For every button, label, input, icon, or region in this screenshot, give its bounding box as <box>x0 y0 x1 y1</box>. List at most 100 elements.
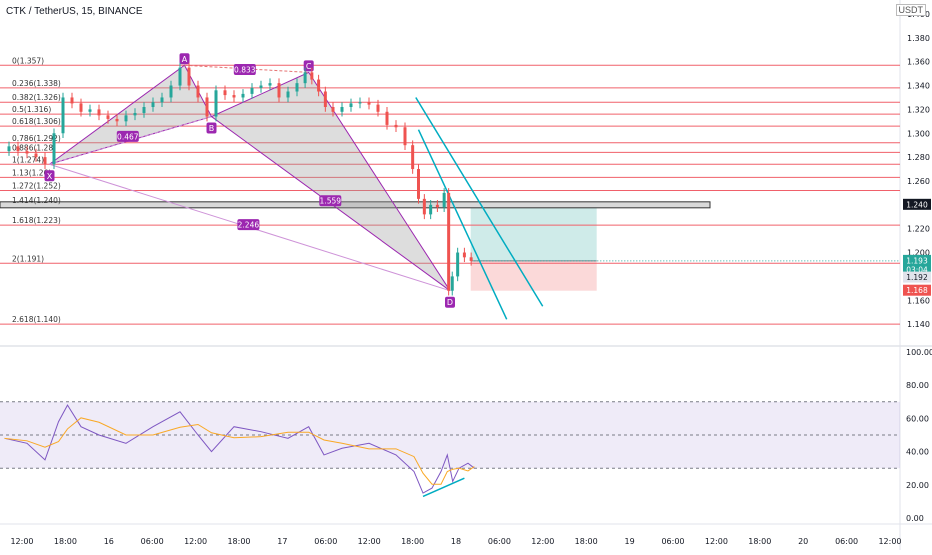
time-tick-label: 06:00 <box>314 537 337 546</box>
time-tick-label: 20 <box>798 537 808 546</box>
time-tick-label: 12:00 <box>10 537 33 546</box>
price-tick-label: 1.220 <box>907 225 930 234</box>
price-tick-label: 1.300 <box>907 129 930 138</box>
candle-body <box>142 107 146 113</box>
candle-body <box>160 97 164 103</box>
pattern-ratio-box <box>237 219 260 231</box>
fib-label: 0.382(1.326) <box>12 93 61 102</box>
fib-label: 1.272(1.252) <box>12 182 61 191</box>
fib-label: 2(1.191) <box>12 254 44 263</box>
currency-label[interactable]: USDT <box>895 4 926 16</box>
rsi-ma-line <box>4 417 475 485</box>
pattern-point-b <box>206 122 217 134</box>
candle-body <box>303 72 307 84</box>
price-tick-label: 1.280 <box>907 153 930 162</box>
price-tick-label: 1.320 <box>907 105 930 114</box>
time-tick-label: 16 <box>104 537 114 546</box>
pattern-ratio-label: 0.467 <box>117 132 139 141</box>
fib-label: 1.618(1.223) <box>12 216 61 225</box>
time-tick-label: 06:00 <box>488 537 511 546</box>
time-tick-label: 18:00 <box>748 537 771 546</box>
rsi-tick-label: 40.00 <box>906 448 929 457</box>
candle-body <box>286 91 290 98</box>
rsi-tick-label: 100.00 <box>906 348 932 357</box>
rsi-divergence-line <box>422 477 465 498</box>
fib-label: 0.618(1.306) <box>12 117 61 126</box>
candle-body <box>205 97 209 117</box>
fib-label: 1.414(1.240) <box>12 196 61 205</box>
candle-body <box>169 85 173 98</box>
price-tick-label: 1.360 <box>907 58 930 67</box>
candle-body <box>268 83 272 86</box>
price-badge <box>903 198 931 210</box>
candle-body <box>385 111 389 125</box>
candle-body <box>187 67 191 86</box>
pattern-point-label: C <box>306 62 312 71</box>
candle-body <box>435 204 439 208</box>
candle-body <box>349 103 353 108</box>
channel-line <box>417 129 508 320</box>
pattern-ratio-label: 0.833 <box>234 66 256 75</box>
candle-body <box>151 102 155 108</box>
candle-body <box>88 109 92 112</box>
candle-body <box>323 91 327 108</box>
price-badge-label: 1.240 <box>906 200 928 209</box>
time-tick-label: 18:00 <box>227 537 250 546</box>
position-loss-zone <box>470 260 597 291</box>
position-profit-zone <box>470 204 597 261</box>
candle-body <box>43 157 47 165</box>
pattern-ratio-box <box>116 130 139 142</box>
time-tick-label: 18 <box>451 537 461 546</box>
time-tick-label: 12:00 <box>358 537 381 546</box>
candle-body <box>259 85 263 88</box>
fib-label: 0(1.357) <box>12 56 44 65</box>
candle-body <box>61 97 65 134</box>
pattern-point-label: D <box>447 298 453 307</box>
time-tick-label: 12:00 <box>705 537 728 546</box>
price-tick-label: 1.340 <box>907 82 930 91</box>
rsi-tick-label: 60.00 <box>906 414 929 423</box>
pattern-point-x <box>44 170 55 182</box>
pattern-ratio-label: 2.246 <box>238 221 260 230</box>
candle-body <box>178 67 182 86</box>
pattern-ratio-box <box>233 64 256 76</box>
candle-body <box>331 107 335 112</box>
fib-label: 0.236(1.338) <box>12 79 61 88</box>
fib-label: 0.5(1.316) <box>12 105 51 114</box>
price-tick-label: 1.160 <box>907 296 930 305</box>
candle-body <box>52 133 56 165</box>
candle-body <box>70 97 74 104</box>
pattern-point-c <box>303 60 314 72</box>
candle-body <box>310 72 314 80</box>
pattern-ratio-box <box>319 195 342 207</box>
price-badge-label: 1.168 <box>906 286 928 295</box>
time-tick-label: 06:00 <box>661 537 684 546</box>
pattern-xb <box>49 116 212 165</box>
candle-body <box>25 151 29 154</box>
candle-body <box>7 146 11 152</box>
time-tick-label: 18:00 <box>54 537 77 546</box>
candle-body <box>442 192 446 208</box>
candle-body <box>358 102 362 104</box>
price-badge-label: 1.193 <box>906 256 928 265</box>
candle-body <box>411 145 415 170</box>
candle-body <box>214 90 218 117</box>
candle-body <box>133 112 137 116</box>
candle-body <box>317 79 321 92</box>
pattern-ratio-label: 1.559 <box>320 197 342 206</box>
candle-body <box>232 95 236 98</box>
time-tick-label: 18:00 <box>401 537 424 546</box>
candle-body <box>394 124 398 128</box>
candle-body <box>376 104 380 112</box>
candle-body <box>447 192 451 291</box>
candle-body <box>34 153 38 158</box>
candle-body <box>241 93 245 98</box>
time-tick-label: 17 <box>277 537 287 546</box>
price-badge <box>903 271 931 283</box>
price-tick-label: 1.140 <box>907 320 930 329</box>
fib-label: 0.786(1.292) <box>12 134 61 143</box>
candle-body <box>223 90 227 96</box>
time-tick-label: 12:00 <box>184 537 207 546</box>
